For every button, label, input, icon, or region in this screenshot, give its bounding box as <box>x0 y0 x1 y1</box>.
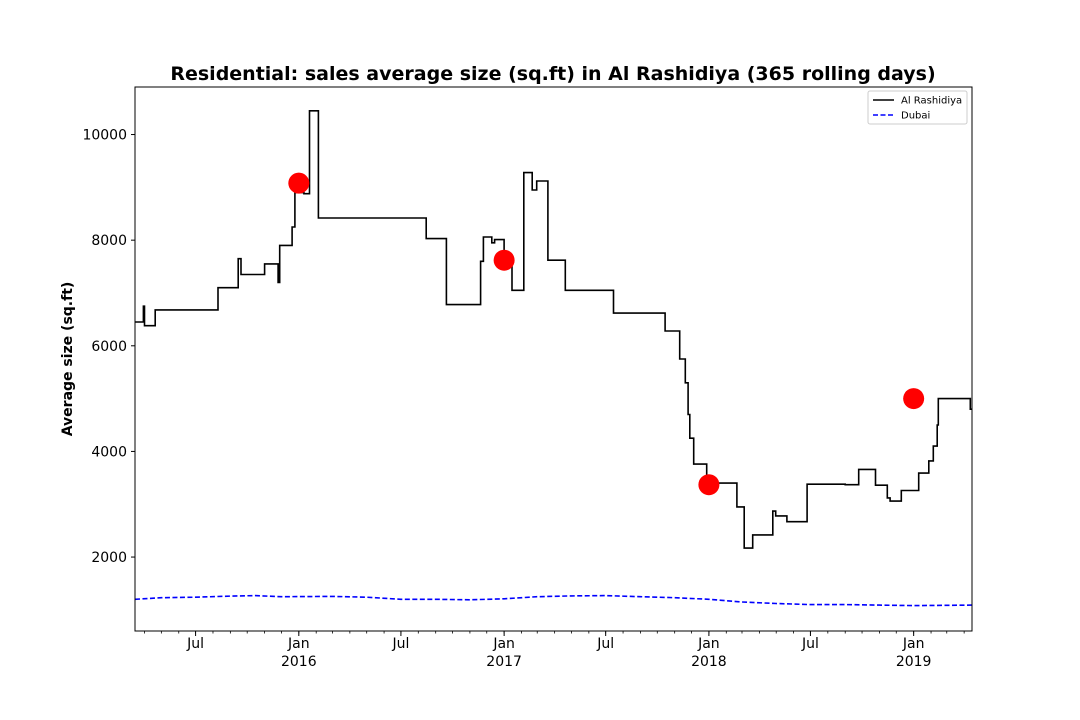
x-tick-year-label: 2018 <box>691 654 727 670</box>
marker-point-4 <box>903 388 925 410</box>
y-tick-label: 2000 <box>91 550 127 566</box>
series-line-dubai <box>135 594 972 607</box>
x-tick-label: Jan <box>697 636 720 652</box>
series-line-al-rashidiya <box>135 110 972 549</box>
x-tick-label: Jan <box>287 636 310 652</box>
axis-ticks: 2000 4000 6000 8000 10000 Jul Jan 2016 Jul Jan 201… <box>82 128 965 670</box>
y-tick-label: 4000 <box>91 444 127 460</box>
y-tick-label: 10000 <box>82 128 127 144</box>
plot-area <box>135 110 972 607</box>
x-tick-year-label: 2019 <box>896 654 932 670</box>
x-tick-label: Jan <box>492 636 515 652</box>
x-tick-label: Jan <box>902 636 925 652</box>
x-tick-label: Jul <box>801 636 819 652</box>
x-tick-label: Jul <box>596 636 614 652</box>
y-tick-label: 8000 <box>91 233 127 249</box>
axes-frame <box>134 86 973 632</box>
y-tick-label: 6000 <box>91 339 127 355</box>
x-tick-label: Jul <box>186 636 204 652</box>
x-tick-year-label: 2016 <box>281 654 317 670</box>
legend-label-dubai: Dubai <box>901 111 930 122</box>
x-tick-label: Jul <box>391 636 409 652</box>
legend-label-al-rashidiya: Al Rashidiya <box>901 96 962 107</box>
marker-point-1 <box>288 172 310 194</box>
y-axis-label: Average size (sq.ft) <box>60 282 76 437</box>
chart-title: Residential: sales average size (sq.ft) … <box>170 63 935 85</box>
legend: Al Rashidiya Dubai <box>867 90 968 125</box>
marker-point-2 <box>493 249 515 271</box>
marker-point-3 <box>698 474 720 496</box>
x-tick-year-label: 2017 <box>486 654 522 670</box>
